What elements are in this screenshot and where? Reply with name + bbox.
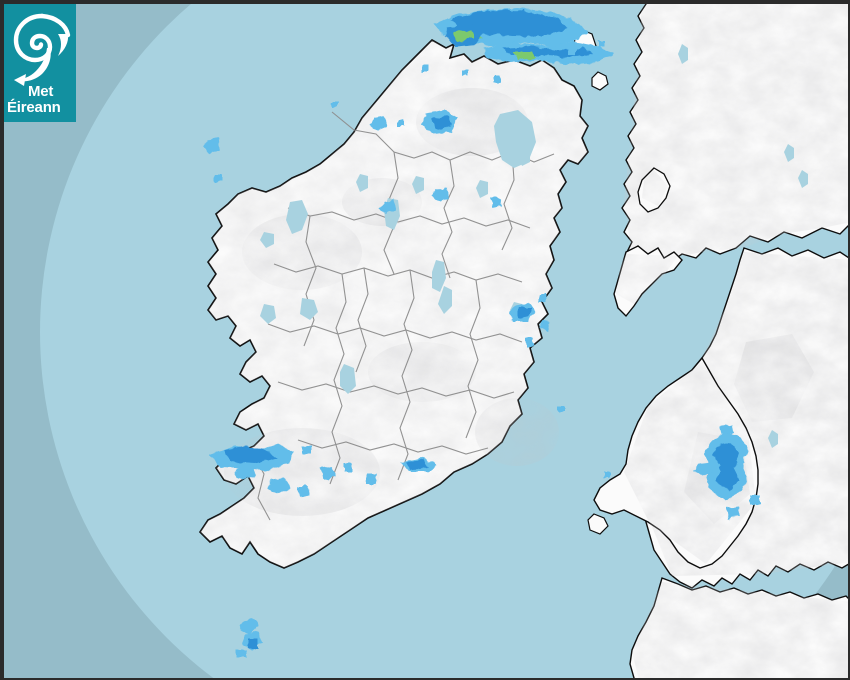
county-borders (251, 111, 555, 521)
inland-lakes-ireland (260, 110, 536, 394)
precip-malin-head (444, 24, 484, 46)
land-isle-of-man (637, 167, 671, 213)
precip-wales (694, 424, 760, 518)
precip-sligo-mayo (380, 188, 502, 214)
precip-kerry-cork (210, 444, 438, 498)
precip-atlantic-cell (236, 618, 262, 658)
logo-line-2: Éireann (7, 99, 61, 116)
landmasses (199, 2, 848, 678)
precip-scattered-pixels (332, 40, 610, 478)
land-sw-england (629, 577, 848, 678)
logo-line-1: Met (28, 83, 54, 100)
inland-lakes-britain (678, 44, 808, 448)
land-galloway (613, 245, 683, 318)
precipitation-layer (204, 8, 760, 658)
logo-wordmark: Met Éireann (6, 84, 76, 116)
precip-donegal (204, 110, 458, 182)
land-scotland (621, 2, 848, 266)
met-eireann-spiral-icon (13, 13, 71, 86)
precip-dublin-coast (508, 294, 550, 346)
met-eireann-logo-panel[interactable]: Met Éireann (4, 4, 76, 122)
